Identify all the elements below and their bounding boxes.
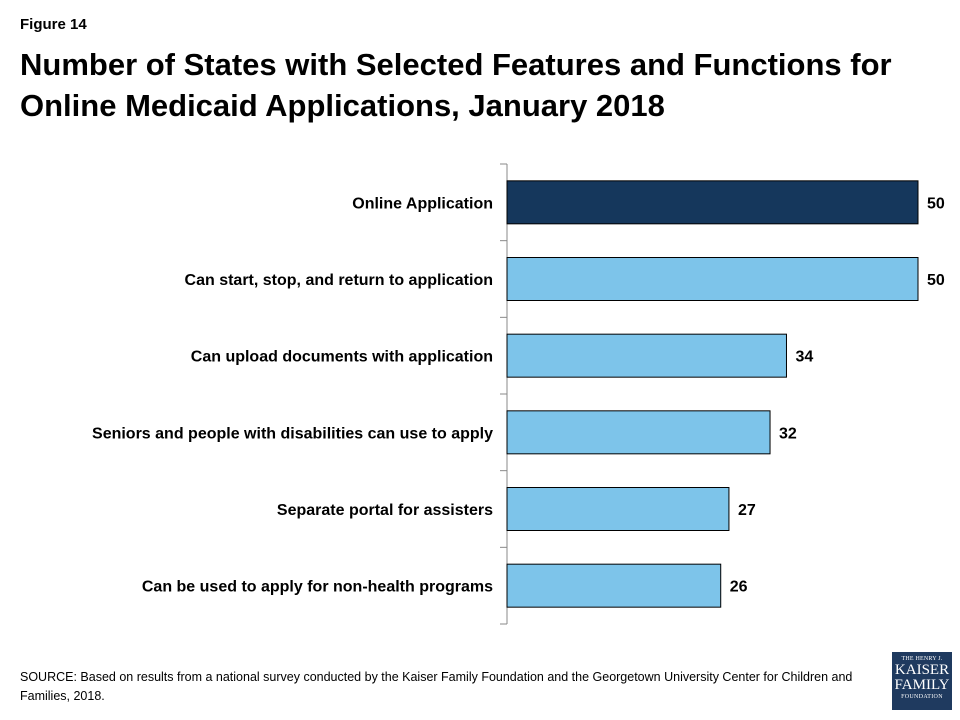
category-label: Can upload documents with application bbox=[191, 349, 493, 366]
bar bbox=[506, 257, 919, 301]
logo-line-4: FOUNDATION bbox=[901, 694, 943, 700]
logo-line-2: KAISER bbox=[894, 662, 950, 678]
value-label: 32 bbox=[779, 425, 797, 442]
chart-title: Number of States with Selected Features … bbox=[20, 47, 892, 123]
value-label: 50 bbox=[927, 195, 945, 212]
bar bbox=[506, 333, 787, 378]
logo-line-3: FAMILY bbox=[894, 677, 950, 693]
value-label: 27 bbox=[738, 502, 756, 519]
figure-label: Figure 14 bbox=[20, 16, 87, 33]
category-label: Can start, stop, and return to applicati… bbox=[185, 272, 493, 289]
value-label: 26 bbox=[730, 579, 748, 596]
bar bbox=[506, 410, 771, 455]
category-label: Online Application bbox=[352, 195, 493, 212]
value-label: 50 bbox=[927, 272, 945, 289]
bar bbox=[506, 563, 722, 608]
category-label: Separate portal for assisters bbox=[277, 502, 493, 519]
bar bbox=[506, 180, 919, 225]
source-note: SOURCE: Based on results from a national… bbox=[20, 670, 853, 703]
category-label: Seniors and people with disabilities can… bbox=[92, 425, 493, 442]
logo-line-1: THE HENRY J. bbox=[901, 656, 943, 662]
value-label: 34 bbox=[795, 349, 813, 366]
bar bbox=[506, 487, 730, 531]
category-label: Can be used to apply for non-health prog… bbox=[142, 579, 493, 596]
kff-logo: THE HENRY J. KAISER FAMILY FOUNDATION bbox=[892, 652, 952, 710]
bar-chart: Online Application 50 Can start, stop, and… bbox=[92, 163, 945, 625]
